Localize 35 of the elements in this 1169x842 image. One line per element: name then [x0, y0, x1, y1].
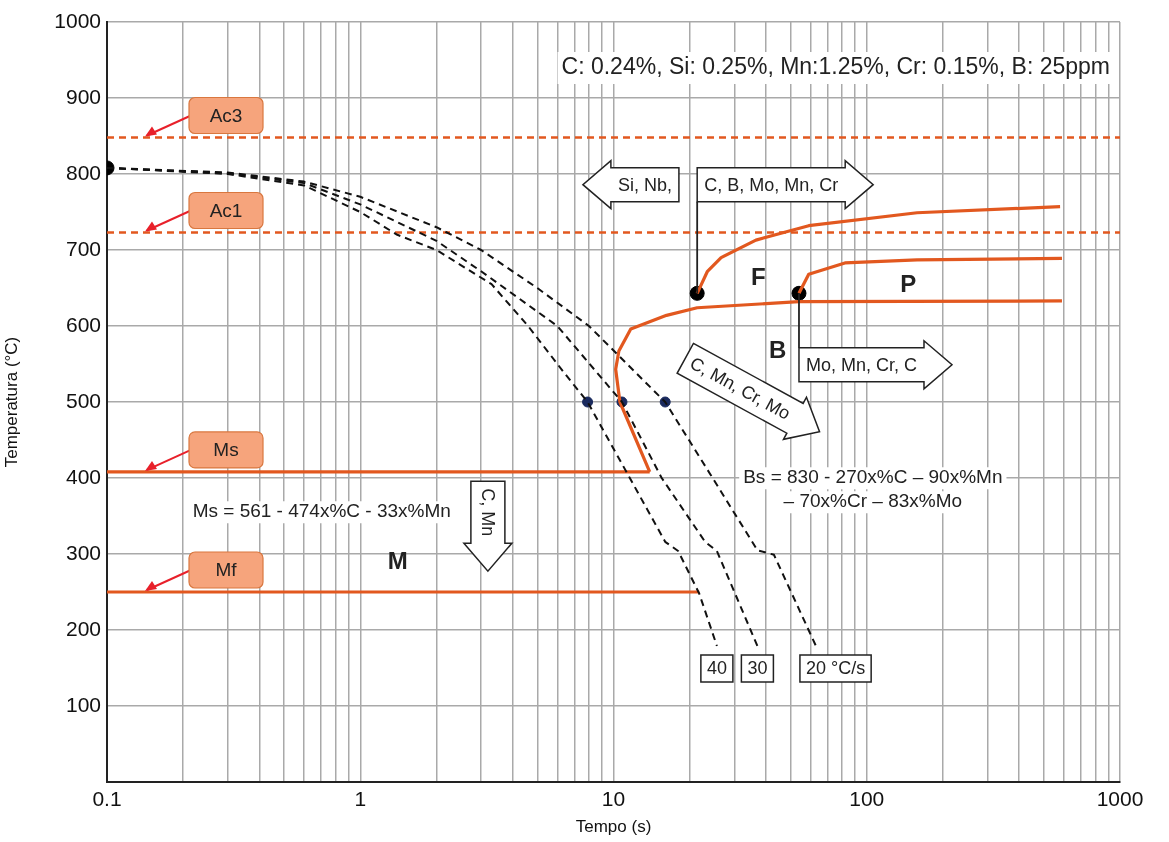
annotation: F [751, 262, 766, 290]
annotation: Mo, Mn, Cr, C [805, 354, 917, 375]
ref-line-label: Ac1 [209, 199, 243, 221]
x-tick-label: 0.1 [92, 787, 122, 811]
y-tick-label: 600 [65, 312, 101, 336]
annotation: M [387, 546, 408, 574]
y-axis-title: Temperatura (°C) [1, 336, 21, 468]
y-tick-label: 200 [65, 616, 101, 640]
x-tick-label: 10 [601, 787, 626, 811]
y-tick-label: 300 [65, 540, 101, 564]
y-tick-label: 400 [65, 464, 101, 488]
annotation: B [768, 336, 787, 364]
x-axis-title: Tempo (s) [575, 817, 652, 837]
y-tick-label: 100 [65, 692, 101, 716]
annotation: Bs = 830 - 270x%C – 90x%Mn – 70x%Cr – 83x%Mo [743, 466, 1003, 512]
ref-line-label: Ac3 [209, 104, 243, 126]
annotation: C: 0.24%, Si: 0.25%, Mn:1.25%, Cr: 0.15%, B: 25ppm [561, 53, 1110, 80]
y-tick-label: 700 [65, 236, 101, 260]
series-label: 30 [747, 657, 768, 678]
series-label: Mf [215, 559, 238, 581]
y-tick-label: 800 [65, 160, 101, 184]
annotation: P [900, 269, 917, 297]
series-label: 20 °C/s [805, 657, 866, 678]
x-tick-label: 1000 [1096, 787, 1144, 811]
annotation: C, B, Mo, Mn, Cr [704, 174, 839, 195]
y-tick-label: 1000 [54, 8, 101, 32]
x-tick-label: 1 [354, 787, 367, 811]
y-tick-label: 500 [65, 388, 101, 412]
x-tick-label: 100 [849, 787, 885, 811]
series-label: 40 [706, 657, 727, 678]
series-label: Ms [213, 439, 239, 461]
annotation: C, Mn [477, 488, 498, 537]
annotation: Ms = 561 - 474x%C - 33x%Mn [192, 500, 451, 522]
annotation: Si, Nb, [617, 174, 672, 195]
y-tick-label: 900 [65, 84, 101, 108]
